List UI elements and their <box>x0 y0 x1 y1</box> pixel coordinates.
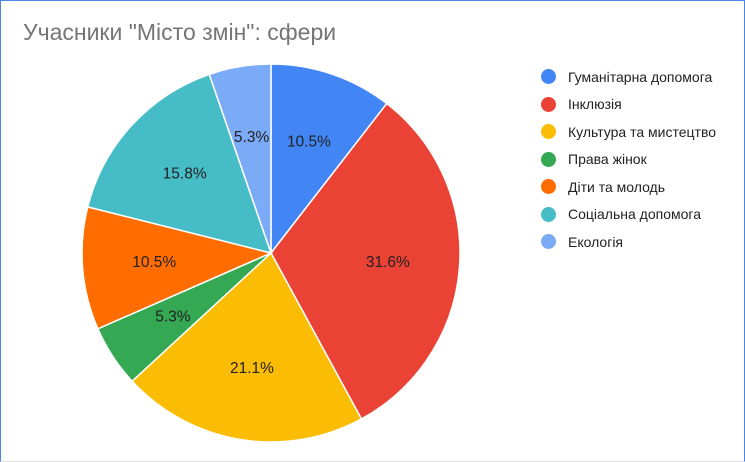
slice-value-label-1: 10.5% <box>287 134 331 151</box>
legend-swatch-icon <box>541 234 556 250</box>
pie-slice-5[interactable] <box>81 205 274 330</box>
legend-item-6[interactable]: Соціальна допомога <box>541 201 716 229</box>
pie-slice-7[interactable] <box>208 63 272 254</box>
pie-slice-3[interactable] <box>131 251 363 443</box>
legend-item-1[interactable]: Гуманітарна допомога <box>541 63 716 91</box>
legend-label: Культура та мистецтво <box>568 123 717 140</box>
legend-item-2[interactable]: Інклюзія <box>541 91 716 119</box>
slice-value-label-5: 10.5% <box>132 254 176 271</box>
legend-swatch-icon <box>541 124 556 140</box>
slice-value-label-4: 5.3% <box>155 309 191 326</box>
legend-label: Гуманітарна допомога <box>568 68 713 85</box>
legend-swatch-icon <box>541 206 556 222</box>
legend-item-4[interactable]: Права жінок <box>541 146 716 174</box>
legend-swatch-icon <box>541 179 556 195</box>
chart-legend: Гуманітарна допомога Інклюзія Культура та … <box>541 63 716 256</box>
legend-item-3[interactable]: Культура та мистецтво <box>541 118 716 146</box>
legend-swatch-icon <box>541 151 556 167</box>
legend-item-5[interactable]: Діти та молодь <box>541 173 716 201</box>
slice-value-label-3: 21.1% <box>230 360 274 377</box>
pie-slice-2[interactable] <box>270 102 461 420</box>
pie-slice-1[interactable] <box>270 63 388 256</box>
slice-value-label-7: 5.3% <box>234 129 270 146</box>
slice-value-label-2: 31.6% <box>366 254 410 271</box>
chart-title: Учасники "Місто змін": сфери <box>23 19 337 45</box>
legend-item-7[interactable]: Екологія <box>541 228 716 256</box>
legend-label: Діти та молодь <box>568 178 666 195</box>
legend-label: Права жінок <box>568 151 647 168</box>
pie-slice-6[interactable] <box>86 73 273 255</box>
legend-swatch-icon <box>541 69 556 85</box>
legend-label: Інклюзія <box>568 96 622 113</box>
legend-label: Соціальна допомога <box>568 206 701 223</box>
legend-swatch-icon <box>541 96 556 112</box>
legend-label: Екологія <box>568 233 624 250</box>
slice-value-label-6: 15.8% <box>163 165 207 182</box>
